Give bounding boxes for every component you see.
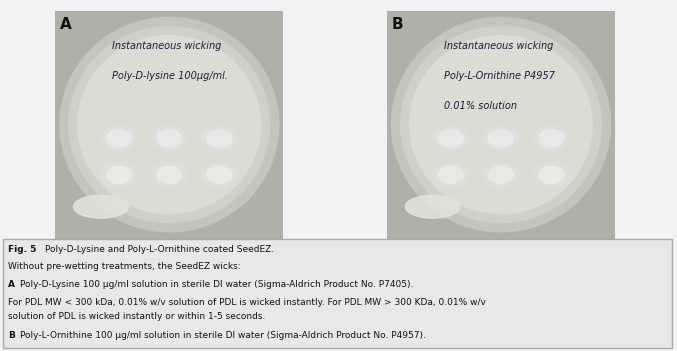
Ellipse shape [539,166,564,183]
Ellipse shape [539,130,564,147]
Ellipse shape [410,36,592,213]
Ellipse shape [60,17,279,232]
Ellipse shape [101,162,137,187]
Text: 0.01% solution: 0.01% solution [444,101,517,111]
Ellipse shape [73,195,128,218]
Ellipse shape [78,36,261,213]
Ellipse shape [483,162,519,187]
Text: B: B [8,331,15,340]
Ellipse shape [405,195,460,218]
Text: Poly-D-lysine 100µg/ml.: Poly-D-lysine 100µg/ml. [112,71,228,81]
Ellipse shape [156,130,182,147]
Ellipse shape [533,126,569,151]
Ellipse shape [156,166,182,183]
Text: Poly-L-Ornithine P4957: Poly-L-Ornithine P4957 [444,71,555,81]
Ellipse shape [433,126,469,151]
Text: Poly-D-Lysine 100 μg/ml solution in sterile DI water (Sigma-Aldrich Product No. : Poly-D-Lysine 100 μg/ml solution in ster… [20,280,414,290]
FancyBboxPatch shape [3,239,672,347]
Ellipse shape [151,162,188,187]
Text: Poly-D-Lysine and Poly-L-Ornithine coated SeedEZ.: Poly-D-Lysine and Poly-L-Ornithine coate… [45,245,274,253]
Text: B: B [391,17,403,32]
Ellipse shape [207,166,232,183]
Ellipse shape [101,126,137,151]
Text: A: A [60,17,72,32]
Ellipse shape [151,126,188,151]
Ellipse shape [438,130,463,147]
Ellipse shape [106,130,131,147]
Ellipse shape [391,17,611,232]
Ellipse shape [207,130,232,147]
Ellipse shape [483,126,519,151]
Ellipse shape [69,27,269,223]
Text: solution of PDL is wicked instantly or within 1-5 seconds.: solution of PDL is wicked instantly or w… [8,312,265,321]
Ellipse shape [401,27,601,223]
Text: Fig. 5: Fig. 5 [8,245,37,253]
Ellipse shape [106,166,131,183]
Text: Instantaneous wicking: Instantaneous wicking [112,41,221,51]
Text: A: A [8,280,15,290]
Ellipse shape [488,130,514,147]
Ellipse shape [201,162,238,187]
Ellipse shape [201,126,238,151]
Text: Instantaneous wicking: Instantaneous wicking [444,41,553,51]
Ellipse shape [433,162,469,187]
Ellipse shape [488,166,514,183]
Ellipse shape [533,162,569,187]
Ellipse shape [438,166,463,183]
Text: Poly-L-Ornithine 100 μg/ml solution in sterile DI water (Sigma-Aldrich Product N: Poly-L-Ornithine 100 μg/ml solution in s… [20,331,426,340]
Text: For PDL MW < 300 kDa, 0.01% w/v solution of PDL is wicked instantly. For PDL MW : For PDL MW < 300 kDa, 0.01% w/v solution… [8,298,486,307]
Text: Without pre-wetting treatments, the SeedEZ wicks:: Without pre-wetting treatments, the Seed… [8,262,241,271]
